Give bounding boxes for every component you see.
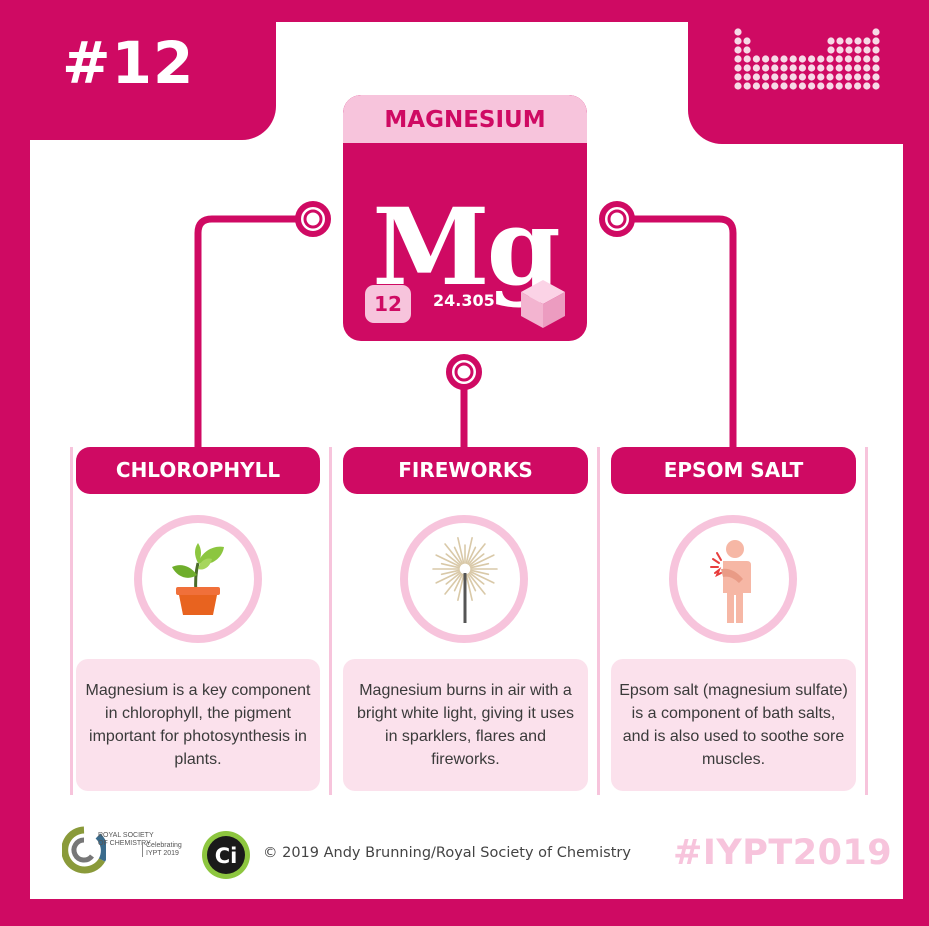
rsc-logo-icon [62, 826, 106, 874]
cube-icon [521, 280, 565, 328]
column-divider [70, 447, 73, 795]
atomic-number: 12 [365, 285, 411, 323]
sparkler-icon [432, 537, 498, 623]
element-name: MAGNESIUM [384, 107, 546, 133]
rsc-logo-text: ROYAL SOCIETY OF CHEMISTRY [98, 832, 154, 847]
chlorophyll-description: Magnesium is a key component in chloroph… [76, 659, 320, 791]
epsom-salt-icon-ring [669, 515, 797, 643]
fireworks-header: FIREWORKS [343, 447, 588, 494]
epsom-salt-header: EPSOM SALT [611, 447, 856, 494]
element-card: MAGNESIUM Mg 12 24.305 [343, 95, 587, 341]
chlorophyll-header: CHLOROPHYLL [76, 447, 320, 494]
fireworks-description: Magnesium burns in air with a bright whi… [343, 659, 588, 791]
iypt-hashtag: #IYPT2019 [673, 833, 893, 873]
column-divider [865, 447, 868, 795]
svg-text:Ci: Ci [215, 844, 238, 868]
compound-interest-logo-icon: Ci [200, 829, 252, 881]
epsom-salt-description: Epsom salt (magnesium sulfate) is a comp… [611, 659, 856, 791]
logo-separator [142, 843, 143, 857]
issue-number: #12 [62, 29, 195, 97]
column-divider [597, 447, 600, 795]
copyright-text: © 2019 Andy Brunning/Royal Society of Ch… [263, 845, 631, 861]
chlorophyll-icon-ring [134, 515, 262, 643]
celebrating-iypt-text: Celebrating IYPT 2019 [146, 842, 182, 857]
fireworks-icon-ring [400, 515, 528, 643]
atomic-mass: 24.305 [433, 291, 495, 310]
sore-muscle-person-icon [710, 540, 751, 623]
plant-pot-icon [172, 543, 224, 615]
column-divider [329, 447, 332, 795]
periodic-table-icon [734, 28, 880, 90]
corner-tab-left [30, 22, 276, 140]
element-card-header [343, 95, 587, 143]
